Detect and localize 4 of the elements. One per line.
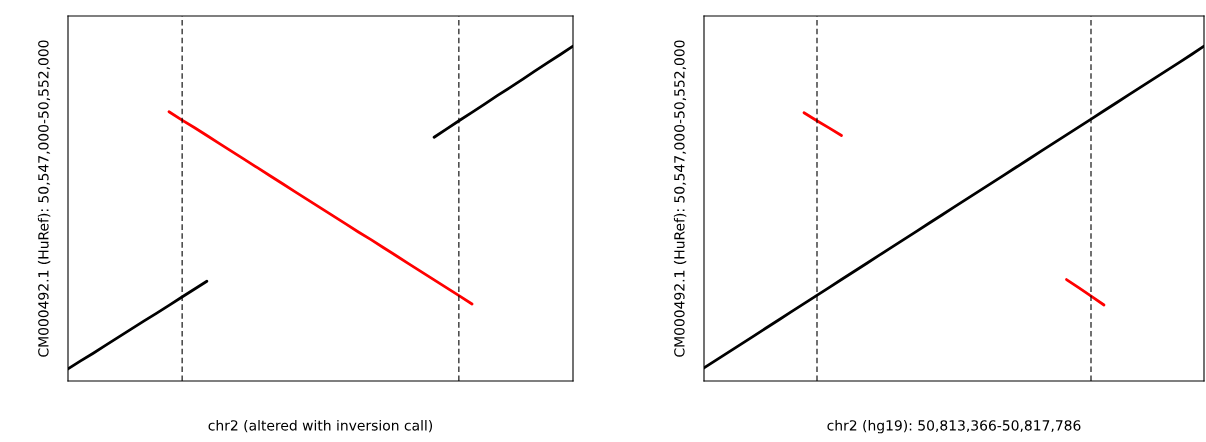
x-axis-title: chr2 (altered with inversion call) (208, 419, 433, 433)
x-axis-title: chr2 (hg19): 50,813,366-50,817,786 (827, 419, 1081, 434)
y-axis-title: CM000492.1 (HuRef): 50,547,000-50,552,000 (37, 40, 51, 357)
y-axis-title: CM000492.1 (HuRef): 50,547,000-50,552,000 (673, 40, 687, 357)
